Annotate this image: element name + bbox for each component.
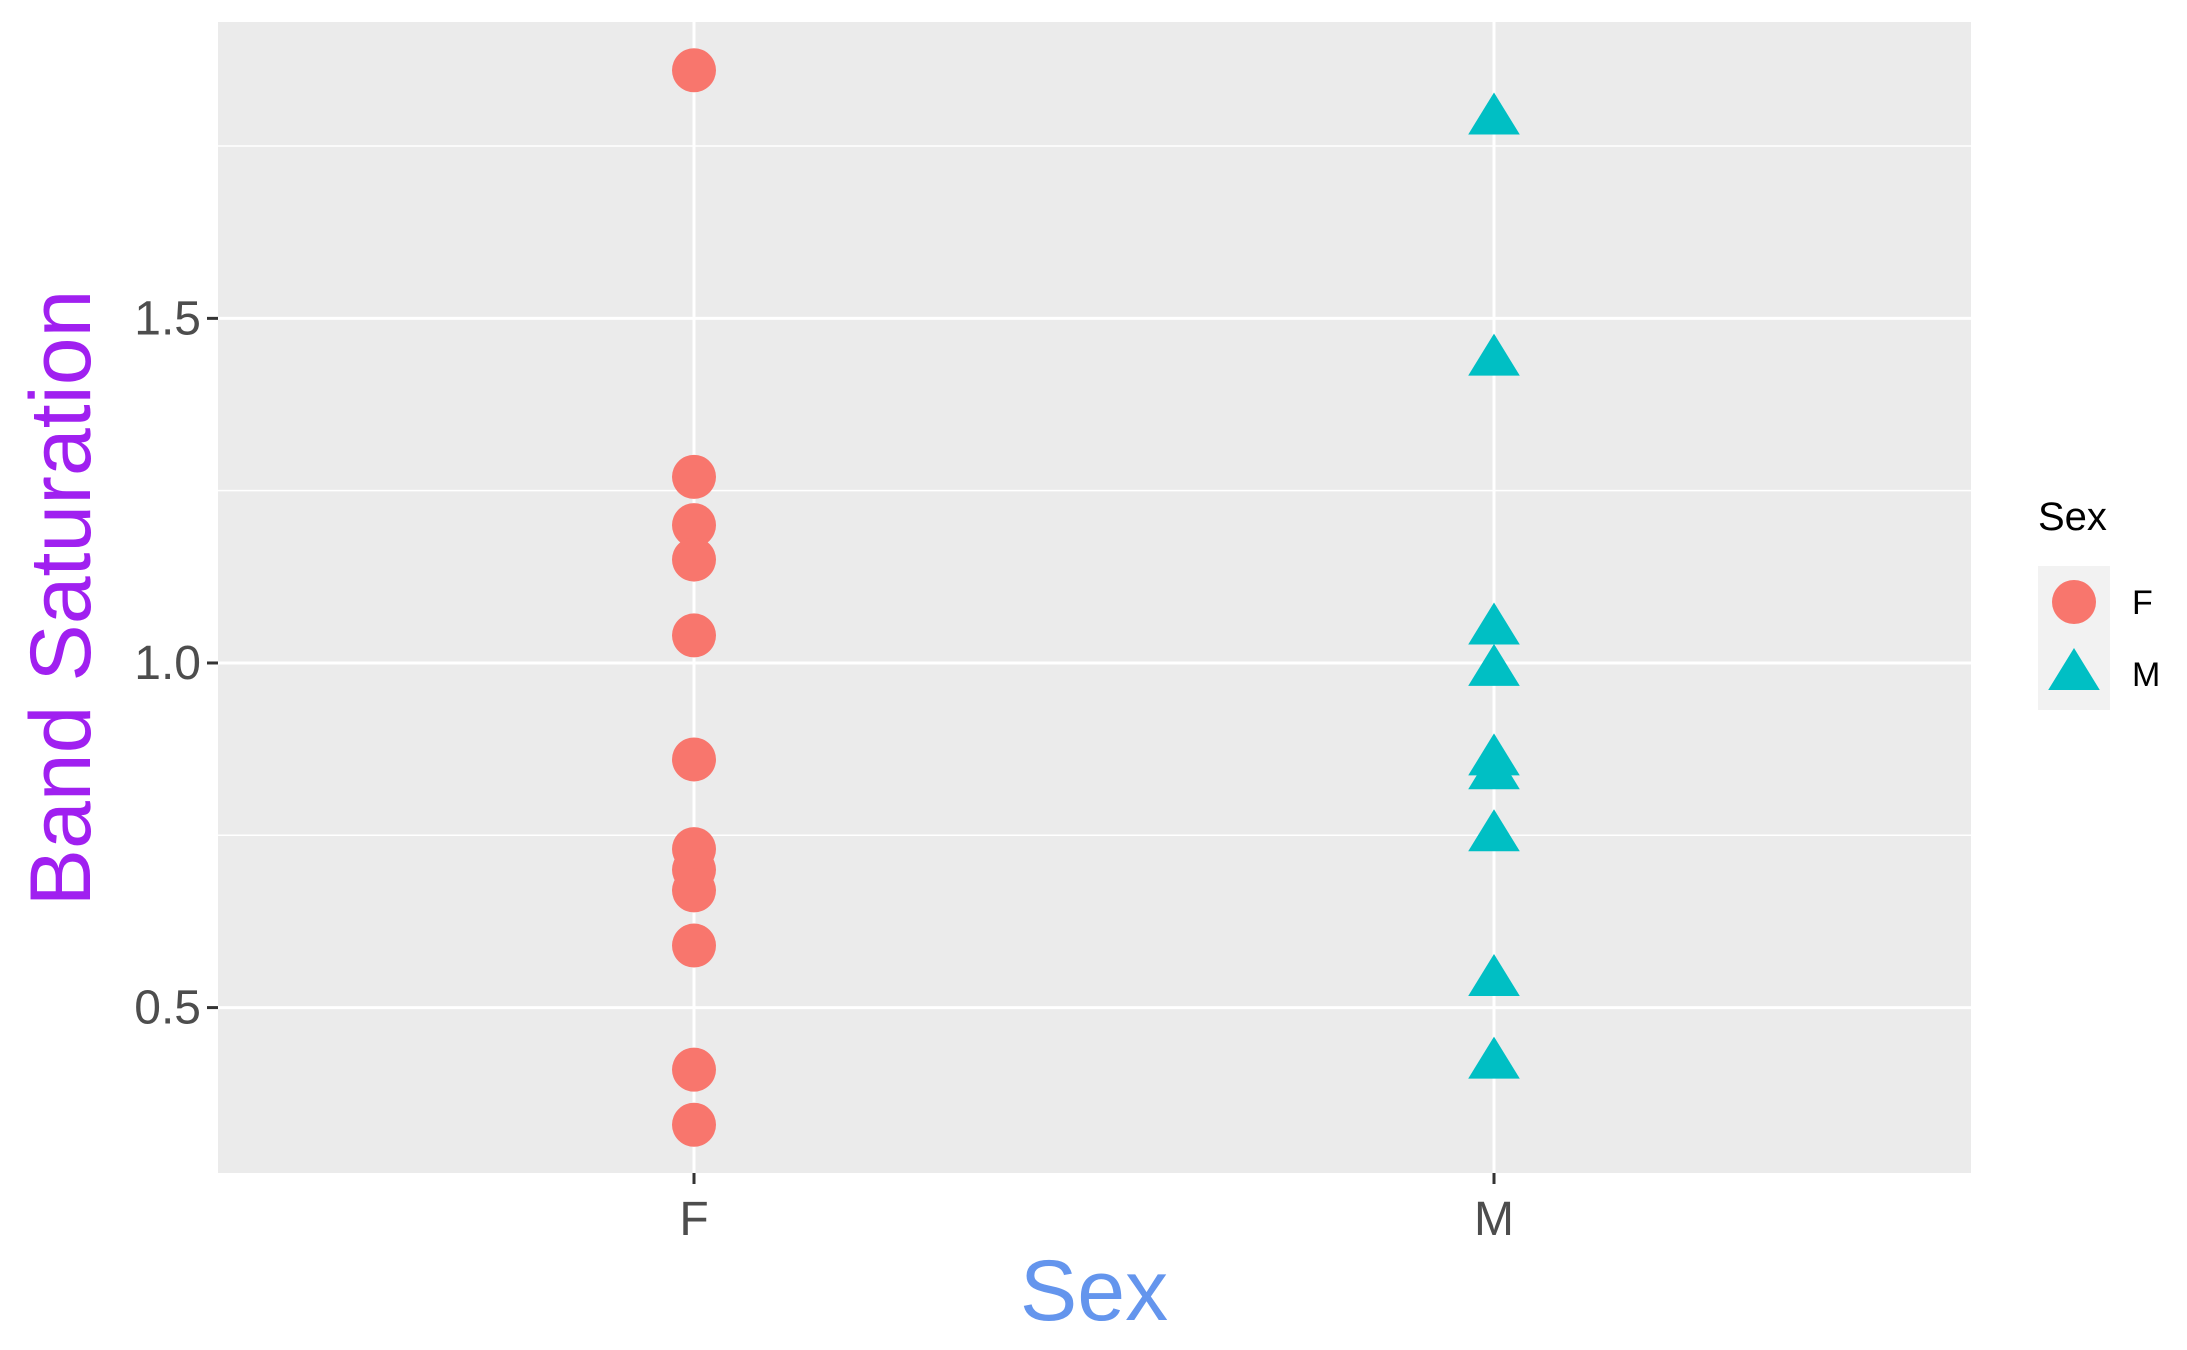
y-axis-title: Band Saturation [13,290,109,907]
data-point-m [1468,333,1520,376]
legend-title: Sex [2038,495,2107,539]
data-point-m [1468,92,1520,135]
x-tick-label: M [1474,1193,1514,1246]
data-point-m [1468,1036,1520,1079]
data-point-m [1468,953,1520,996]
data-point-f [672,503,716,548]
plot-panel [218,22,1971,1173]
legend: Sex FM [2038,495,2160,710]
data-point-f [672,868,716,913]
data-point-f [672,454,716,499]
x-tick-label: F [679,1193,708,1246]
data-points [672,48,1520,1147]
data-point-f [672,737,716,782]
x-axis-title: Sex [1020,1243,1168,1339]
data-point-f [672,537,716,582]
data-point-f [672,1102,716,1147]
grid-major-lines [218,22,1971,1173]
data-point-f [672,48,716,93]
data-point-m [1468,602,1520,645]
y-tick-label: 0.5 [134,982,201,1035]
data-point-m [1468,809,1520,852]
legend-triangle-icon [2048,647,2100,690]
legend-label-f: F [2132,584,2153,622]
grid-minor-lines [218,145,1971,837]
y-tick-label: 1.5 [134,292,201,345]
y-axis: 0.5 1.0 1.5 [134,292,218,1035]
data-point-f [672,613,716,658]
data-point-m [1468,747,1520,790]
data-point-f [672,923,716,968]
legend-label-m: M [2132,656,2160,694]
legend-circle-icon [2052,580,2096,624]
data-point-f [672,1047,716,1092]
y-tick-label: 1.0 [134,637,201,690]
data-point-m [1468,643,1520,686]
